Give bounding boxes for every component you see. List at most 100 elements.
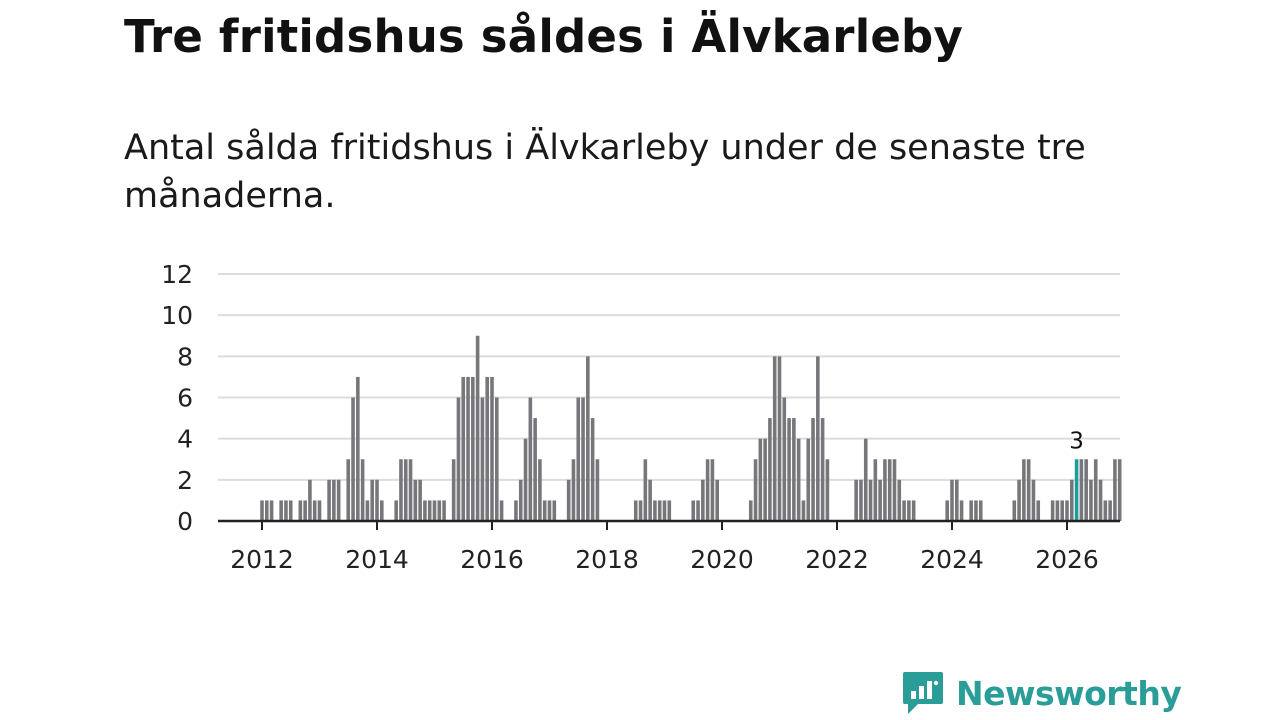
bar [969,500,973,521]
bar [715,479,719,521]
bar [887,459,892,521]
bar [643,459,648,521]
bar [1070,479,1074,521]
bar [883,459,887,521]
bar [418,479,422,521]
x-axis: 2012 2014 2016 2018 2020 2022 2024 2026 [218,519,1120,574]
bar [327,479,331,521]
bar [284,500,288,521]
bar [590,418,595,521]
bar [902,500,906,521]
bar [427,500,432,521]
bar [303,500,307,521]
y-tick-label: 2 [177,466,193,495]
y-tick-label: 10 [161,301,193,330]
bar [825,459,830,521]
y-axis-ticks: 0 2 4 6 8 10 12 [161,260,193,536]
bar [442,500,446,521]
x-tick-label: 2022 [805,545,869,574]
x-tick-label: 2016 [460,545,524,574]
bar [279,500,283,521]
annotations: 3 [1069,428,1084,454]
bar [518,479,523,521]
bar [399,459,403,521]
bar [571,459,576,521]
bar [959,500,964,521]
bar [768,418,772,521]
bar [667,500,672,521]
bar [485,376,489,521]
bar [955,479,959,521]
bar [495,397,499,521]
bar [1017,479,1021,521]
bar [1098,479,1103,521]
bar [1065,500,1069,521]
y-tick-label: 4 [177,425,193,454]
bar [1031,479,1036,521]
bar [471,376,475,521]
bar [978,500,983,521]
bar [691,500,696,521]
bar [595,459,600,521]
bar [552,500,557,521]
bar [772,356,777,521]
bar [662,500,667,521]
x-tick-label: 2018 [575,545,639,574]
bar [269,500,274,521]
bar [360,459,365,521]
bar [950,479,954,521]
bar [432,500,437,521]
bar [456,397,461,521]
bar [1036,500,1041,521]
bar [356,376,360,521]
bar [1093,459,1098,521]
bar [820,418,825,521]
bar [298,500,303,521]
bar [1022,459,1026,521]
bar [408,459,413,521]
bar [892,459,897,521]
bar [528,397,533,521]
bar [566,479,571,521]
bar [854,479,858,521]
bar-series [260,335,1122,521]
bar-highlight [1074,459,1079,521]
bar [748,500,753,521]
bar [365,500,370,521]
bar [308,479,312,521]
y-tick-label: 12 [161,260,193,289]
bar [260,500,264,521]
bar [911,500,916,521]
x-tick-label: 2020 [690,545,754,574]
bar [638,500,643,521]
bar [1103,500,1108,521]
bar [1055,500,1060,521]
bar [346,459,351,521]
bar [317,500,322,521]
x-tick-label: 2024 [920,545,984,574]
bar [380,500,384,521]
bar [490,376,494,521]
bar [873,459,878,521]
bar [394,500,398,521]
brand-logo: Newsworthy [902,670,1182,716]
bar [653,500,657,521]
bar [907,500,911,521]
bar [461,376,466,521]
bar [811,418,815,521]
bar [945,500,949,521]
bar [312,500,317,521]
y-tick-label: 6 [177,384,193,413]
bar [787,418,791,521]
bar [475,335,480,521]
bar [351,397,355,521]
bar [806,438,811,521]
x-tick-label: 2014 [345,545,409,574]
x-tick-label: 2026 [1035,545,1099,574]
bar [897,479,902,521]
bar [576,397,581,521]
bar [816,356,820,521]
bar [533,418,537,521]
bar [657,500,662,521]
bar [859,479,863,521]
